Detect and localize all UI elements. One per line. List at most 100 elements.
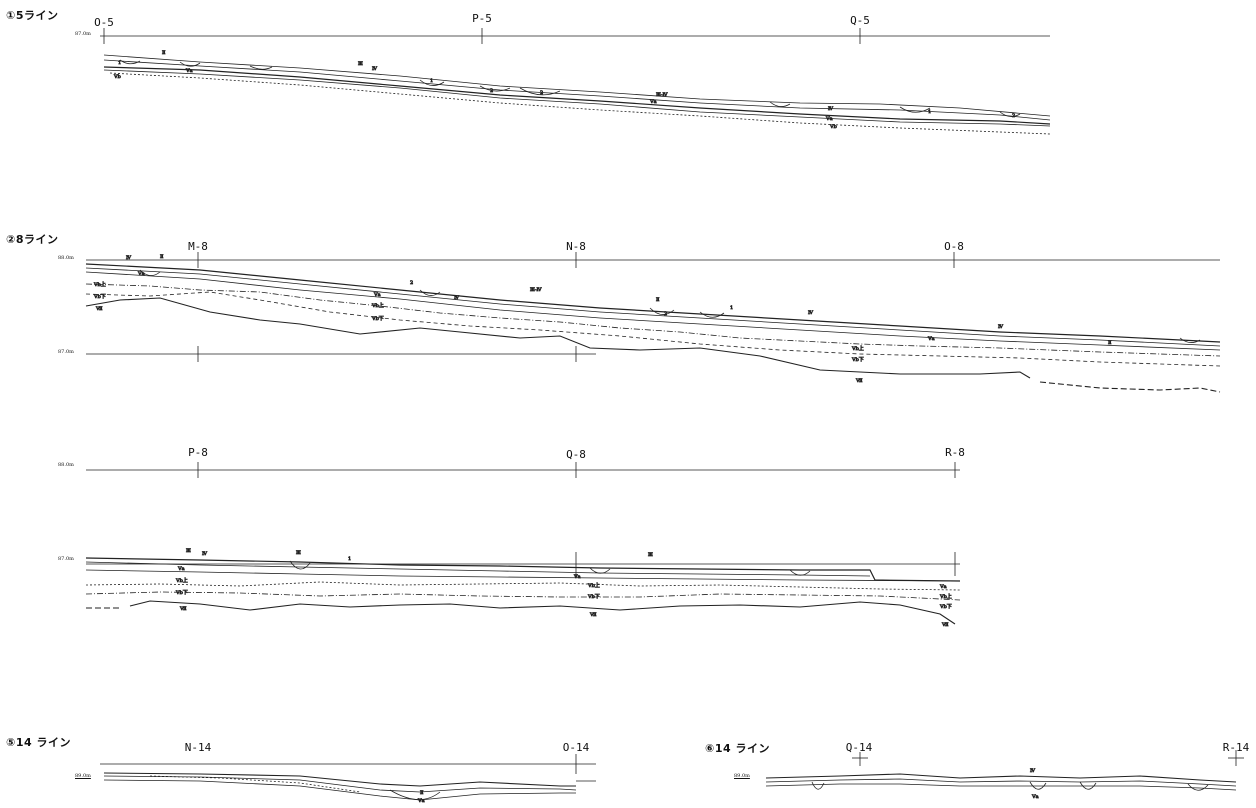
- elevation-label: 87.0m: [58, 349, 74, 355]
- layer-label: Ⅴa: [177, 566, 185, 572]
- pit-feature: [1179, 337, 1201, 343]
- layer-label: Ⅴb下: [93, 294, 106, 300]
- stratum-boundary-line: [765, 778, 1237, 787]
- layer-label: 1: [928, 109, 931, 115]
- grid-label: Q-5: [850, 14, 870, 27]
- grid-label: M-8: [188, 240, 208, 253]
- layer-label: Ⅴa: [939, 584, 947, 590]
- layer-label: 1: [430, 78, 433, 84]
- section-title-14-line-a: ⑤14 ライン: [6, 736, 71, 749]
- elevation-label: 88.0m: [58, 462, 74, 468]
- pit-feature: [699, 311, 725, 318]
- layer-label: Ⅳ: [1030, 768, 1036, 774]
- stratum-boundary-line: [85, 561, 871, 577]
- section-title-5-line: ①5ライン: [6, 9, 59, 22]
- layer-label: Ⅶ: [855, 378, 863, 384]
- grid-label: Q-8: [566, 448, 586, 461]
- layer-label: Ⅱ: [420, 790, 424, 796]
- layer-label: Ⅴa: [1031, 794, 1039, 800]
- layer-label: Ⅳ: [808, 310, 814, 316]
- layer-label: 2: [540, 90, 543, 96]
- layer-label: 1: [730, 305, 733, 311]
- stratum-boundary-line: [103, 779, 576, 801]
- layer-label: Ⅴb上: [587, 582, 600, 589]
- layer-label: Ⅲ-Ⅳ: [530, 287, 543, 293]
- ground-surface-line: [765, 773, 1237, 783]
- pit-feature: [289, 560, 311, 570]
- pit-feature: [999, 111, 1021, 117]
- layer-label: 2: [1012, 113, 1015, 119]
- layer-label: Ⅲ: [648, 552, 653, 558]
- pit-feature: [179, 61, 201, 67]
- layer-label: Ⅳ: [828, 106, 834, 112]
- layer-label: Ⅱ: [160, 254, 164, 260]
- layer-divider-line: [85, 581, 961, 591]
- pit-feature: [519, 87, 561, 96]
- ground-surface-line: [103, 772, 576, 787]
- grid-label: R-14: [1222, 741, 1250, 754]
- elevation-label: 88.0m: [58, 255, 74, 261]
- layer-label: 2: [664, 311, 667, 317]
- layer-label: Ⅲ: [296, 550, 301, 556]
- layer-label: Ⅳ: [126, 255, 132, 261]
- pit-feature: [419, 289, 441, 296]
- layer-label: Ⅲ: [358, 61, 363, 67]
- elevation-label: 89.0m: [734, 773, 750, 779]
- pit-feature: [1029, 781, 1047, 790]
- layer-label: Ⅶ: [941, 622, 949, 628]
- pit-feature: [419, 79, 445, 86]
- grid-label: P-8: [188, 446, 208, 459]
- layer-label: Ⅴb: [113, 74, 121, 80]
- layer-label: Ⅲ: [186, 548, 191, 554]
- bedrock-boundary-line: [85, 297, 1031, 379]
- layer-label: Ⅴb上: [939, 593, 952, 600]
- layer-label: Ⅴa: [927, 336, 935, 342]
- grid-label: R-8: [945, 446, 965, 459]
- layer-label: Ⅴa: [573, 574, 581, 580]
- layer-divider-line: [85, 283, 1221, 357]
- layer-label: 2: [410, 280, 413, 286]
- grid-label: N-14: [184, 741, 212, 754]
- pit-feature: [249, 65, 273, 70]
- bedrock-boundary-line: [129, 600, 956, 625]
- ground-surface-line: [103, 54, 1051, 117]
- ground-surface-line: [85, 263, 1221, 343]
- layer-label: Ⅳ: [998, 324, 1004, 330]
- layer-divider-line: [149, 775, 361, 793]
- pit-feature: [1187, 783, 1209, 791]
- layer-label: Ⅴa: [417, 798, 425, 804]
- layer-divider-line: [85, 591, 961, 601]
- stratum-boundary-line: [103, 775, 577, 793]
- layer-label: Ⅳ: [202, 551, 208, 557]
- stratum-boundary-line: [103, 66, 1051, 125]
- pit-feature: [589, 567, 611, 574]
- pit-feature: [649, 307, 675, 315]
- layer-label: 2: [490, 88, 493, 94]
- pit-feature: [389, 789, 441, 800]
- layer-label: Ⅴa: [373, 292, 381, 298]
- grid-label: P-5: [472, 12, 492, 25]
- layer-label: Ⅴb上: [175, 577, 188, 584]
- elevation-label: 89.0m: [75, 773, 91, 779]
- layer-label: Ⅴb上: [93, 281, 106, 288]
- layer-label: Ⅴb上: [851, 345, 864, 352]
- layer-label: Ⅶ: [589, 612, 597, 618]
- section-title-14-line-b: ⑥14 ライン: [705, 742, 770, 755]
- layer-label: Ⅴb下: [175, 590, 188, 596]
- grid-label: O-14: [562, 741, 590, 754]
- stratum-boundary-line: [85, 569, 961, 582]
- layer-label: Ⅱ: [1108, 340, 1112, 346]
- layer-label: Ⅱ: [162, 50, 166, 56]
- section-8-line-lower-profile: Ⅲ Ⅳ Ⅲ 1 Ⅴa Ⅴb上 Ⅴb下 Ⅶ Ⅲ Ⅴa Ⅴb上 Ⅴb下 Ⅶ Ⅴa Ⅴ…: [85, 462, 961, 628]
- elevation-label: 87.0m: [75, 31, 91, 37]
- pit-feature: [479, 85, 511, 92]
- section-title-8-line: ②8ライン: [6, 233, 59, 246]
- layer-label: Ⅴb下: [371, 316, 384, 322]
- stratum-boundary-line: [765, 783, 1237, 791]
- ground-surface-line: [85, 557, 961, 582]
- layer-label: Ⅴa: [137, 271, 145, 277]
- pit-feature: [789, 569, 811, 576]
- section-14-line-a-profile: Ⅱ Ⅴa: [100, 754, 596, 804]
- pit-feature: [769, 101, 791, 107]
